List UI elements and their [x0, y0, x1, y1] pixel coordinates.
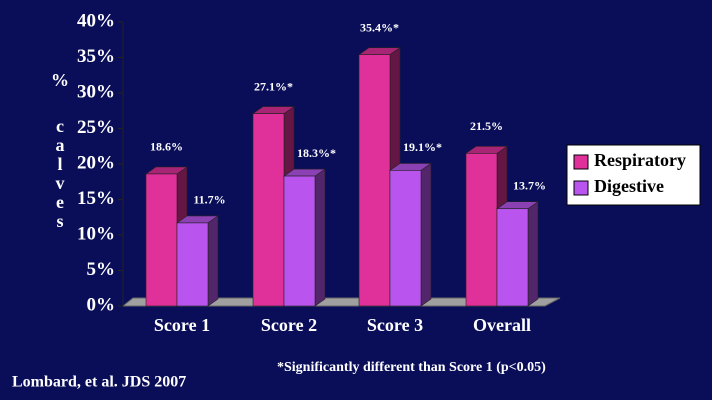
bar-face	[389, 170, 422, 307]
y-tick-label: 35%	[77, 46, 115, 67]
footnote: *Significantly different than Score 1 (p…	[277, 360, 546, 375]
x-tick-label: Score 3	[367, 315, 423, 335]
y-tick-label: 10%	[77, 223, 115, 244]
data-label: 18.6%	[150, 140, 183, 154]
y-tick-label: 5%	[87, 259, 116, 280]
x-tick-label: Overall	[473, 315, 531, 335]
legend-swatch	[573, 180, 589, 196]
bar	[283, 168, 326, 307]
y-tick-label: 15%	[77, 188, 115, 209]
legend-box	[566, 144, 701, 206]
bar-face	[420, 162, 432, 307]
bar-face	[207, 215, 219, 307]
bar-face	[145, 173, 178, 307]
bar-face	[252, 113, 285, 307]
bar	[389, 162, 432, 307]
y-tick-label: 25%	[77, 117, 115, 138]
source: Lombard, et al. JDS 2007	[12, 374, 186, 391]
data-label: 18.3%*	[297, 146, 336, 160]
data-label: 35.4%*	[360, 20, 399, 34]
y-tick-label: 20%	[77, 152, 115, 173]
data-label: 27.1%*	[254, 79, 293, 93]
data-label: 19.1%*	[403, 140, 442, 154]
bar-face	[465, 153, 498, 307]
data-label: 11.7%	[193, 193, 225, 207]
bar-face	[283, 175, 316, 307]
y-tick-label: 30%	[77, 81, 115, 102]
x-tick-label: Score 1	[154, 315, 210, 335]
data-label: 13.7%	[513, 178, 546, 192]
bar	[496, 201, 539, 307]
bar-face	[358, 54, 391, 307]
data-label: 21.5%	[470, 119, 503, 133]
legend-swatch	[573, 154, 589, 170]
bar-face	[176, 222, 209, 307]
legend-label: Digestive	[594, 176, 664, 196]
bar-face	[314, 168, 326, 307]
bar-face	[496, 208, 529, 307]
bar-face	[527, 201, 539, 307]
bar	[176, 215, 219, 307]
y-tick-label: 40%	[77, 10, 115, 31]
y-tick-label: 0%	[87, 294, 116, 315]
x-tick-label: Score 2	[261, 315, 317, 335]
legend-label: Respiratory	[594, 150, 686, 170]
